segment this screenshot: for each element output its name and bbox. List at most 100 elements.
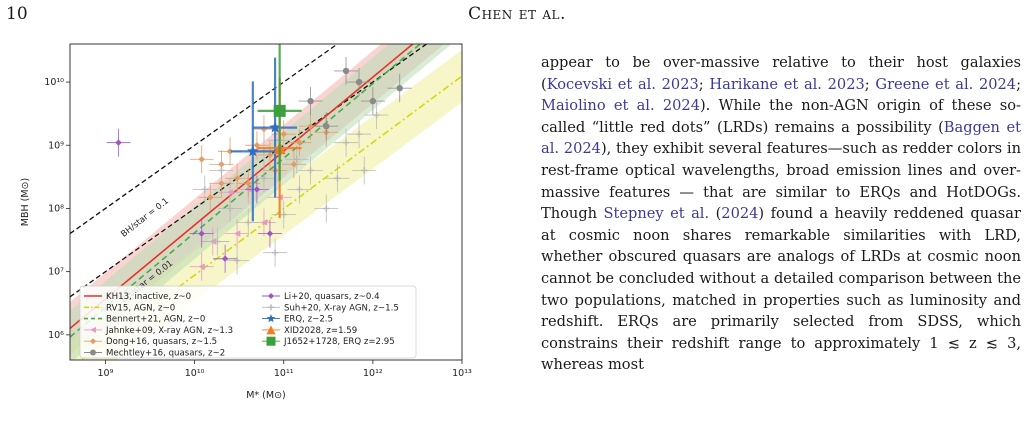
data-point [369, 97, 377, 105]
y-tick-label: 10⁸ [48, 203, 64, 214]
legend-label: RV15, AGN, z~0 [106, 303, 175, 313]
data-point [355, 130, 363, 138]
legend-label: ERQ, z~2.5 [284, 315, 333, 325]
relation-band [70, 49, 462, 360]
body-text-run: ), they exhibit several features—such as… [541, 140, 1021, 223]
data-point [296, 139, 303, 146]
y-axis-label: MBH (M⊙) [20, 178, 31, 226]
x-tick-label: 10¹⁰ [185, 368, 205, 379]
series-group [257, 44, 302, 181]
data-point [323, 205, 330, 212]
data-point [226, 205, 234, 212]
plot-frame [69, 43, 463, 361]
data-point [247, 145, 259, 157]
legend-label: Li+20, quasars, z~0.4 [284, 292, 380, 302]
body-text-run: ) found a heavily reddened quasar at cos… [541, 205, 1021, 374]
legend-label: Jahnke+09, X-ray AGN, z~1.3 [105, 326, 233, 336]
citation-link[interactable]: Greene et al. 2024 [875, 75, 1017, 93]
data-point [266, 314, 276, 323]
legend-label: Bennert+21, AGN, z~0 [106, 315, 205, 325]
data-point [207, 194, 214, 201]
x-axis-label: M* (M⊙) [246, 390, 286, 401]
mbh-mstar-figure: 10⁹ 10¹⁰ 10¹¹ 10¹² 10¹³ 10⁶ 10⁷ 10⁸ 10⁹ 10¹⁰ M* (M… [0, 30, 476, 442]
body-text-run: ). While the non-AGN origin of these so-… [541, 97, 1021, 136]
citation-link[interactable]: Kocevski et al. 2023 [546, 75, 699, 93]
x-tick-label: 10¹³ [452, 368, 472, 379]
body-text-run: ( [709, 205, 722, 223]
data-point [214, 238, 221, 245]
data-point [266, 151, 274, 159]
data-point [268, 293, 274, 299]
citation-link[interactable]: Maiolino et al. 2024 [541, 97, 700, 115]
body-text-run: appear to be over-massive relative to th… [541, 54, 1021, 93]
data-point [342, 67, 350, 75]
data-point [233, 257, 241, 264]
data-point [334, 175, 341, 182]
citation-link[interactable]: Harikane et al. 2023 [709, 75, 865, 93]
y-tick-label: 10¹⁰ [44, 77, 64, 88]
data-point [269, 121, 281, 133]
data-point [307, 97, 314, 105]
relation-band [70, 44, 452, 360]
data-point [218, 167, 225, 174]
data-point [290, 161, 298, 168]
data-point [198, 156, 205, 163]
data-point [307, 123, 314, 130]
x-tick-label: 10¹² [363, 368, 383, 379]
y-tick-label: 10⁹ [48, 140, 64, 151]
citation-link[interactable]: Baggen et al. 2024 [541, 118, 1021, 158]
data-point [266, 230, 274, 237]
legend-label: J1652+1728, ERQ z=2.95 [283, 337, 395, 347]
data-point [260, 175, 268, 182]
y-tick-label: 10⁷ [48, 267, 64, 278]
x-tick-label: 10⁹ [98, 368, 114, 379]
data-point [198, 230, 205, 237]
citation-link[interactable]: 2024 [721, 205, 759, 223]
relation-line [70, 44, 415, 329]
body-text-run: ; [698, 75, 710, 93]
data-point [226, 148, 234, 155]
series-group [298, 56, 412, 141]
data-point [201, 186, 208, 193]
data-point [293, 156, 300, 163]
data-point [361, 167, 368, 174]
legend-label: Suh+20, X-ray AGN, z~1.5 [284, 303, 399, 313]
data-point [342, 139, 350, 146]
citation-link[interactable]: Stepney et al. [603, 205, 710, 223]
data-point [323, 123, 330, 130]
legend-box [79, 285, 417, 359]
data-point [355, 78, 363, 86]
data-point [90, 349, 96, 356]
data-point [260, 219, 268, 226]
data-point [280, 211, 287, 218]
data-point [268, 304, 274, 311]
data-point [307, 167, 314, 174]
running-head-text: Chen et al. [468, 4, 566, 24]
x-tick-label: 10¹¹ [274, 368, 294, 379]
series-group [106, 128, 282, 273]
data-point [90, 326, 96, 333]
relation-line [70, 44, 422, 338]
body-text-run: ; [1016, 75, 1022, 93]
data-point [280, 130, 287, 138]
data-point [198, 263, 205, 270]
data-point [90, 338, 96, 345]
y-tick-label: 10⁶ [48, 330, 64, 341]
running-head: Chen et al. [0, 4, 1034, 24]
data-point [266, 336, 276, 346]
data-point [266, 325, 276, 335]
bh-star-ratio-line [70, 44, 428, 298]
data-point [245, 180, 252, 187]
legend-label: XID2028, z=1.59 [284, 326, 357, 336]
body-text-run: ; [864, 75, 876, 93]
data-point [253, 186, 261, 193]
data-point [396, 84, 403, 92]
mbh-vs-mstar-chart: 10⁹ 10¹⁰ 10¹¹ 10¹² 10¹³ 10⁶ 10⁷ 10⁸ 10⁹ 10¹⁰ M* (M… [20, 43, 472, 401]
legend-label: Mechtley+16, quasars, z~2 [106, 349, 225, 359]
data-point [296, 186, 303, 193]
legend-label: KH13, inactive, z~0 [106, 292, 191, 302]
data-point [226, 189, 234, 196]
data-point [373, 111, 380, 119]
series-group [230, 57, 298, 222]
